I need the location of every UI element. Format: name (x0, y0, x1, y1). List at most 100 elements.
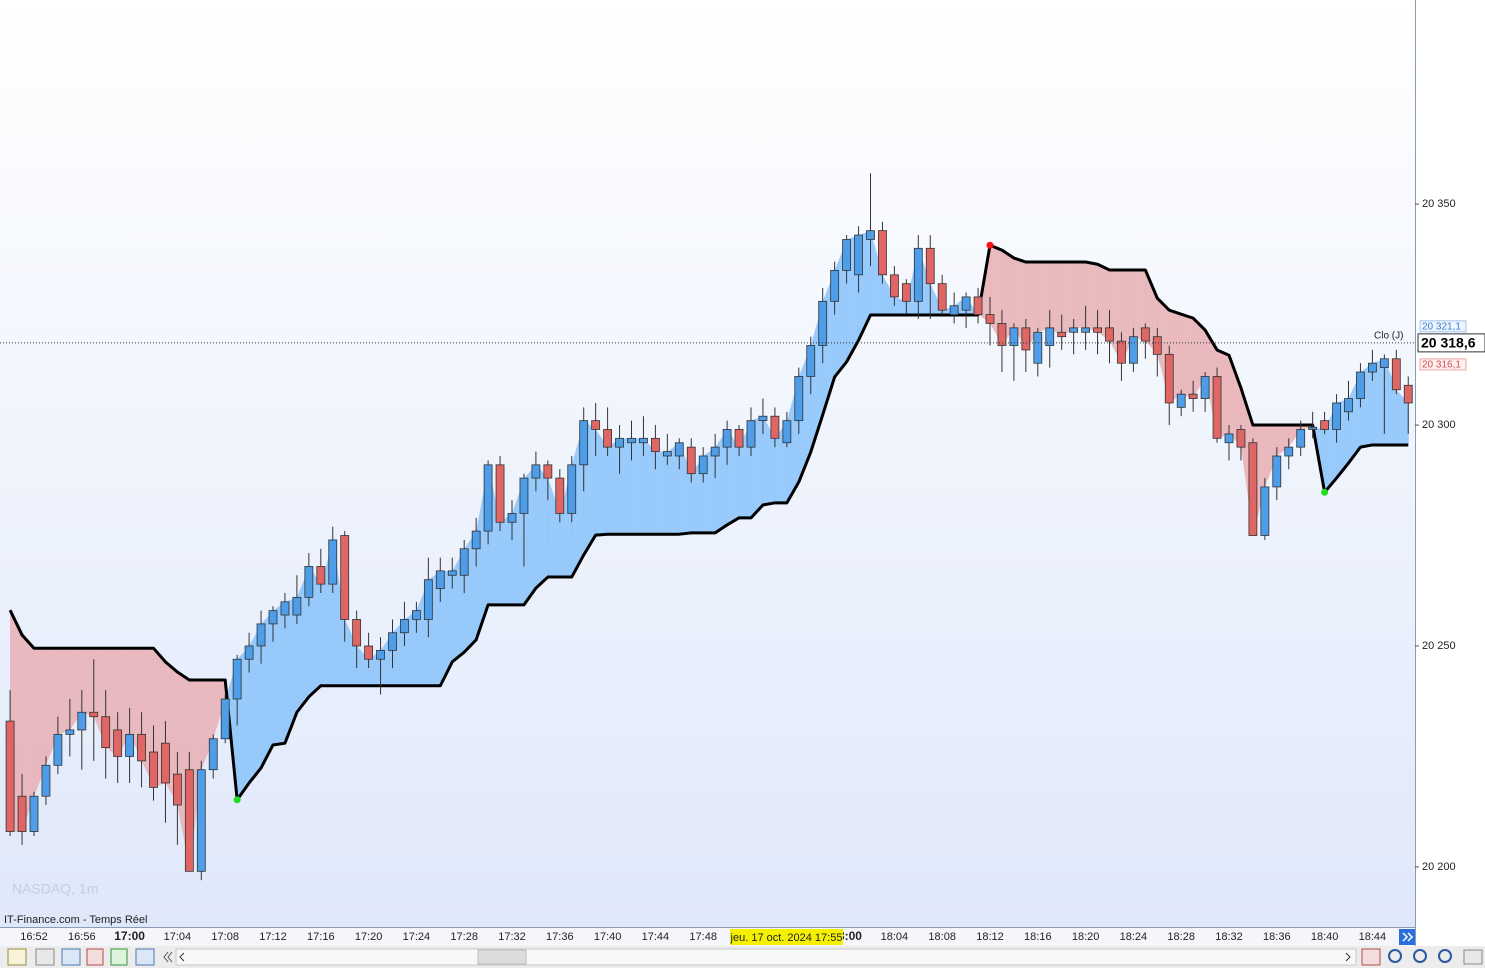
cursor-label-box (730, 929, 843, 945)
tool-draw[interactable] (7, 948, 27, 966)
trend-fill (57, 648, 71, 735)
bid-box (1419, 358, 1467, 371)
candle-body (352, 619, 362, 647)
candle-body (1057, 331, 1067, 338)
candle-body (1129, 336, 1138, 364)
candle-body (280, 601, 290, 616)
candle-body (1284, 446, 1294, 457)
candle-body (1009, 327, 1019, 346)
tool-zoom-out[interactable] (1413, 949, 1427, 963)
candle-body (782, 420, 792, 444)
candle-body (268, 610, 278, 625)
candle-body (1272, 455, 1282, 488)
trend-fill (308, 566, 322, 697)
candle-body (662, 451, 672, 457)
trend-fill (882, 274, 895, 316)
x-tick-label: 17:44 (642, 931, 670, 943)
candle-body (1093, 327, 1102, 333)
tool-chat[interactable] (61, 948, 81, 966)
x-tick-label: 18:08 (928, 931, 956, 943)
candle-body (65, 729, 75, 735)
candle-body (710, 446, 720, 457)
x-tick-label: 16:52 (20, 931, 48, 943)
cursor-label: jeu. 17 oct. 2024 17:55 (730, 932, 843, 944)
candle-body (376, 650, 385, 660)
tool-indicators[interactable] (1361, 948, 1381, 966)
candle-body (172, 773, 182, 806)
candle-body (901, 283, 911, 302)
candle-body (1140, 327, 1150, 342)
tool-list[interactable] (86, 948, 104, 966)
candle-body (543, 464, 553, 479)
candle-body (113, 729, 123, 757)
tool-settings[interactable] (1463, 949, 1483, 965)
candle-body (1391, 358, 1401, 391)
trend-fill (1097, 264, 1110, 342)
x-tick-label: 17:20 (355, 931, 383, 943)
x-tick-label: 17:00 (114, 929, 145, 943)
candle-body (1320, 420, 1329, 430)
tool-share[interactable] (35, 948, 55, 966)
candle-body (734, 429, 744, 448)
candle-body (1224, 433, 1234, 444)
x-tick-label: 18:28 (1167, 931, 1195, 943)
trend-fill (129, 648, 143, 761)
x-tick-label: 16:56 (68, 931, 96, 943)
candle-body (1332, 402, 1341, 430)
candle-body (340, 535, 350, 620)
source-label: IT-Finance.com - Temps Réel (4, 914, 147, 926)
candle-body (41, 764, 51, 797)
tool-zoom-fit[interactable] (1388, 949, 1402, 963)
x-tick-label: 17:24 (403, 931, 431, 943)
candle-body (1069, 327, 1079, 333)
scroll-thumb[interactable] (477, 949, 527, 965)
trend-fill (452, 548, 465, 662)
candle-body (758, 415, 768, 422)
y-tick-label: 20 200 (1422, 861, 1456, 873)
candle-body (1296, 429, 1306, 448)
candle-body (890, 274, 899, 298)
scroll-left[interactable] (179, 952, 185, 962)
tool-orders[interactable] (110, 948, 128, 966)
candle-body (985, 314, 995, 324)
trend-fill (1085, 262, 1099, 333)
candle-body (1200, 376, 1210, 399)
x-tick-label: 17:36 (546, 931, 574, 943)
candle-body (794, 376, 804, 422)
candle-body (997, 323, 1007, 346)
scroll-right[interactable] (1345, 952, 1351, 962)
candle-body (674, 442, 684, 457)
trend-fill (1037, 262, 1051, 333)
scrollbar[interactable] (175, 948, 1357, 966)
candle-body (627, 437, 636, 444)
trend-fill (667, 442, 680, 535)
candle-body (447, 570, 457, 576)
candle-body (806, 345, 816, 377)
candle-body (1176, 393, 1186, 408)
trend-fill (727, 429, 740, 525)
trend-fill (440, 570, 453, 686)
candle-body (973, 296, 983, 315)
candle-body (615, 437, 624, 448)
candle-body (208, 738, 218, 771)
candle-body (878, 230, 887, 276)
time-axis-panel (0, 927, 1415, 946)
candle-body (746, 420, 756, 448)
trend-fill (679, 442, 692, 535)
trend-fill (691, 455, 704, 533)
trend-fill (1133, 269, 1146, 342)
x-tick-label: 17:16 (307, 931, 335, 943)
tool-zoom-in[interactable] (1438, 949, 1452, 963)
tool-chart[interactable] (135, 948, 155, 966)
candle-body (459, 548, 469, 576)
trend-fill (1229, 355, 1242, 448)
trend-signal (1321, 488, 1329, 496)
candle-body (5, 720, 15, 832)
last-price-box (1417, 333, 1485, 353)
tool-rewind[interactable] (163, 951, 173, 963)
candle-body (1081, 327, 1090, 333)
trend-fill (261, 610, 274, 768)
candle-body (101, 716, 111, 749)
x-tick-label: 18:16 (1024, 931, 1052, 943)
candle-body (1236, 429, 1246, 448)
